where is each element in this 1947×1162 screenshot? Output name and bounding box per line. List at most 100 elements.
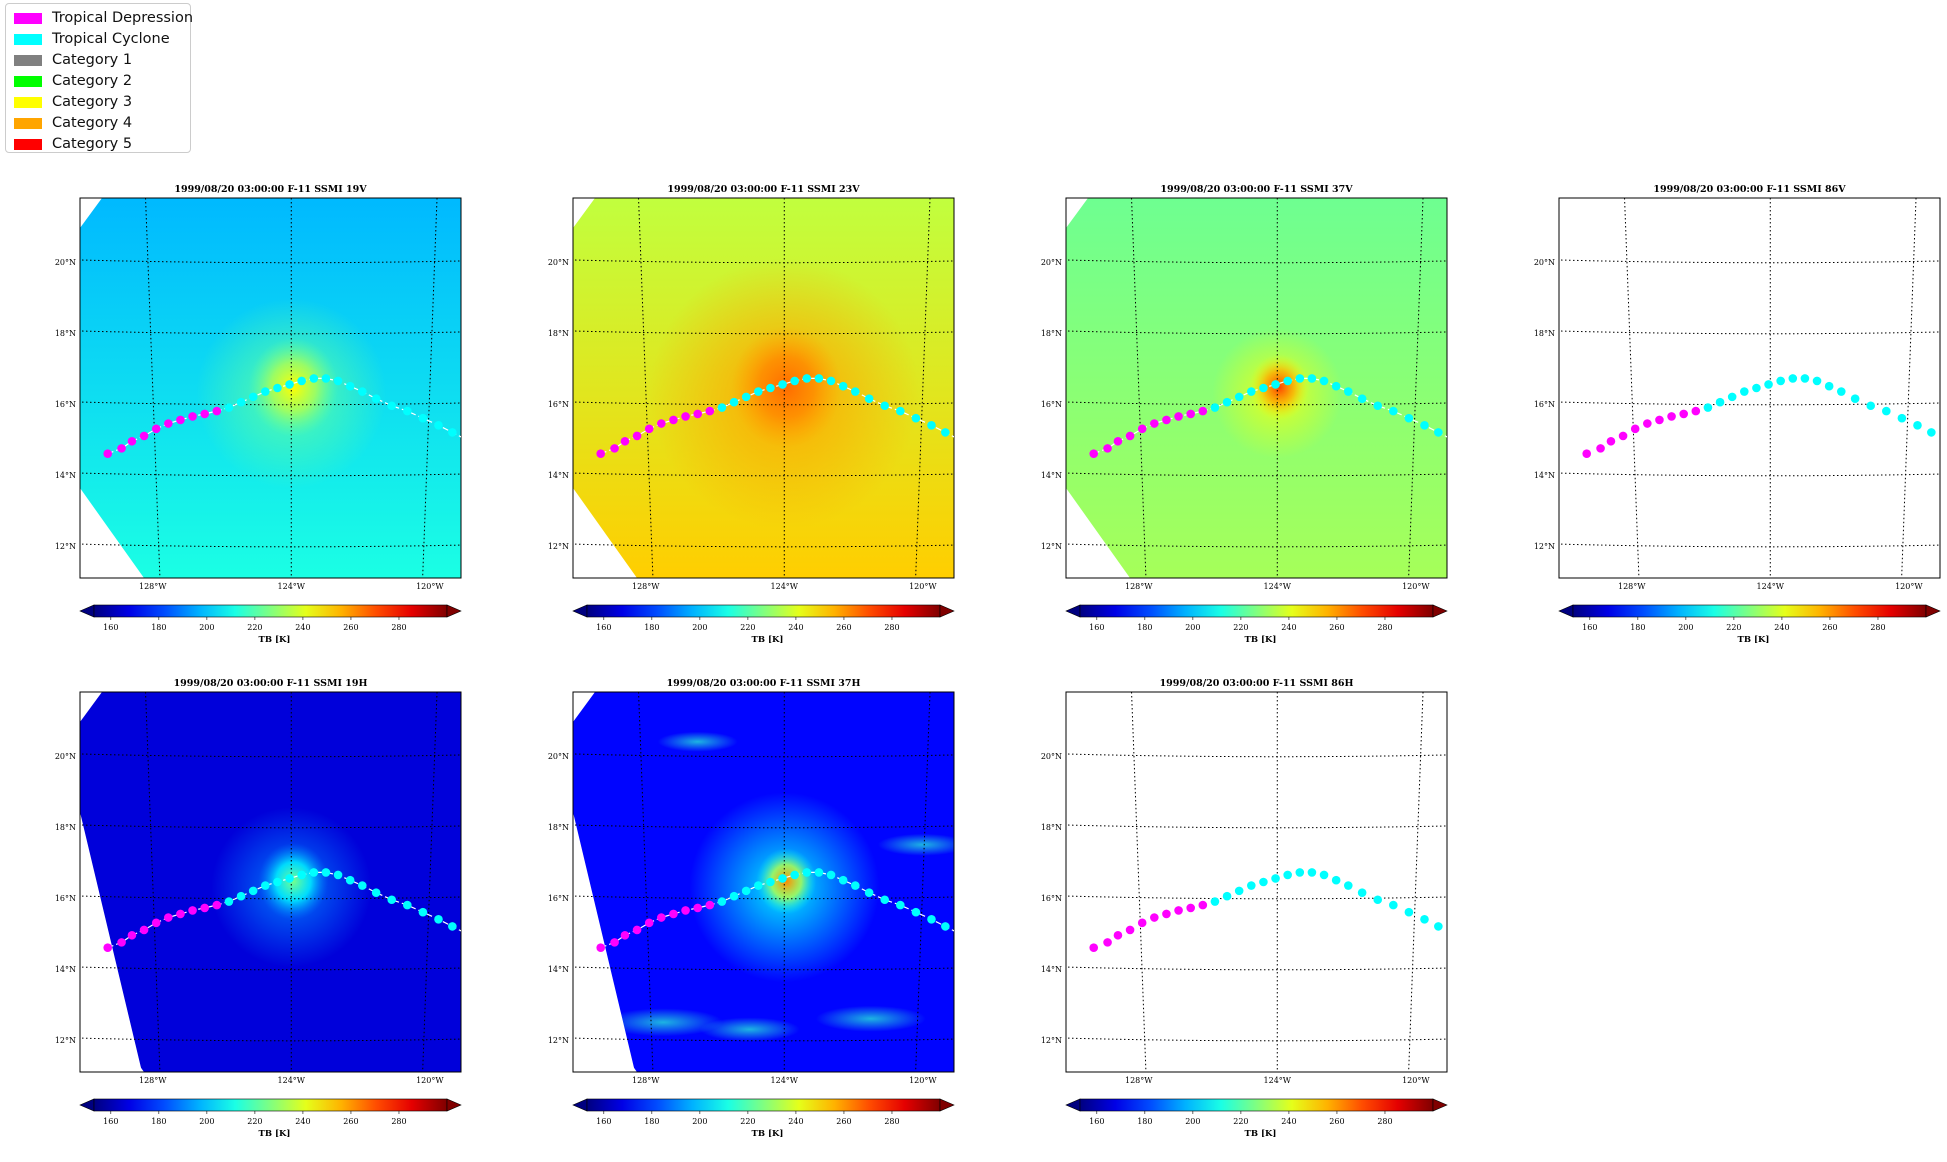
track-point	[127, 436, 137, 446]
lat-tick-label: 14°N	[1041, 471, 1062, 480]
track-point	[1295, 868, 1305, 877]
graticule	[80, 198, 461, 578]
legend-item: Tropical Cyclone	[14, 31, 170, 47]
track-point	[200, 409, 209, 419]
track-point	[1103, 444, 1112, 453]
track-point	[1162, 415, 1171, 425]
track-point	[333, 870, 343, 880]
graticule	[1066, 198, 1447, 578]
lat-tick-label: 18°N	[1534, 329, 1555, 338]
lat-tick-label: 12°N	[548, 542, 569, 551]
lon-tick-label: 124°W	[1264, 1076, 1292, 1085]
storm-track	[103, 374, 461, 459]
colorbar-tick-label: 240	[1281, 623, 1296, 632]
track-point	[164, 913, 173, 922]
track-point	[1186, 903, 1195, 913]
track-point	[1752, 383, 1761, 393]
map-chart: 1999/08/20 03:00:00 F-11 SSMI 19V 20°N 18°…	[55, 184, 462, 645]
legend-swatch	[14, 54, 42, 66]
brightness-temperature-field	[573, 692, 954, 1072]
colorbar-label: TB [K]	[1245, 635, 1277, 645]
track-point	[880, 401, 890, 411]
colorbar-tick-label: 200	[199, 1117, 214, 1126]
legend-swatch	[14, 75, 42, 87]
track-point	[1198, 406, 1208, 416]
track-point	[814, 374, 824, 383]
map-frame	[79, 197, 462, 579]
track-point	[681, 906, 690, 915]
track-point	[387, 895, 397, 905]
track-point	[1174, 906, 1183, 915]
colorbar-label: TB [K]	[752, 1129, 784, 1139]
storm-track	[596, 374, 954, 459]
track-point	[741, 392, 751, 402]
panel-86h: 1999/08/20 03:00:00 F-11 SSMI 86H 20°N 18°…	[1026, 672, 1496, 1162]
legend-swatch	[14, 138, 42, 150]
lat-tick-label: 16°N	[1041, 894, 1062, 903]
track-point	[103, 943, 113, 953]
legend-swatch	[14, 12, 42, 24]
track-point	[1882, 406, 1891, 416]
track-point	[1137, 424, 1147, 434]
colorbar-label: TB [K]	[752, 635, 784, 645]
track-point	[802, 868, 812, 877]
track-point	[669, 909, 678, 919]
track-point	[790, 870, 799, 880]
track-point	[693, 903, 702, 913]
track-point	[1259, 877, 1268, 887]
track-point	[1434, 428, 1443, 437]
colorbar	[572, 1098, 955, 1114]
storm-track	[1089, 868, 1443, 953]
chart-title: 1999/08/20 03:00:00 F-11 SSMI 23V	[667, 184, 860, 195]
track-point	[1271, 380, 1280, 389]
track-point	[1389, 900, 1398, 910]
track-point	[1343, 881, 1353, 890]
lat-tick-label: 18°N	[548, 329, 569, 338]
colorbar-tick-label: 220	[1233, 1117, 1248, 1126]
track-point	[200, 903, 209, 913]
track-point	[754, 387, 763, 396]
track-point	[1234, 392, 1244, 402]
colorbar-tick-label: 260	[1329, 623, 1344, 632]
track-point	[1606, 436, 1616, 446]
colorbar-tick-label: 200	[199, 623, 214, 632]
legend-label: Tropical Cyclone	[52, 31, 170, 47]
track-point	[620, 930, 630, 940]
colorbar-tick-label: 160	[1089, 1117, 1104, 1126]
track-point	[139, 925, 149, 935]
track-point	[941, 922, 950, 931]
track-point	[188, 412, 197, 421]
legend-item: Category 1	[14, 52, 132, 68]
track-point	[1448, 435, 1457, 444]
track-point	[273, 383, 282, 393]
colorbar-tick-label: 240	[788, 1117, 803, 1126]
track-point	[139, 431, 149, 441]
track-point	[297, 870, 306, 880]
colorbar-tick-label: 220	[247, 1117, 262, 1126]
track-point	[705, 406, 715, 416]
track-point	[596, 943, 606, 953]
lat-tick-label: 16°N	[55, 894, 76, 903]
track-point	[693, 409, 702, 419]
track-point	[434, 914, 443, 924]
track-point	[705, 900, 715, 910]
track-point	[1210, 897, 1220, 906]
track-point	[1150, 913, 1159, 922]
lon-tick-label: 120°W	[416, 582, 444, 591]
legend-item: Category 5	[14, 136, 132, 152]
track-point	[766, 877, 775, 887]
colorbar-tick-label: 160	[1089, 623, 1104, 632]
colorbar-tick-label: 260	[343, 1117, 358, 1126]
lat-tick-label: 20°N	[1534, 258, 1555, 267]
colorbar-tick-label: 280	[1377, 1117, 1392, 1126]
track-point	[1776, 376, 1785, 386]
track-point	[1295, 374, 1305, 383]
lat-tick-label: 14°N	[55, 965, 76, 974]
lat-tick-label: 14°N	[548, 965, 569, 974]
track-point	[1186, 409, 1195, 419]
track-point	[1655, 415, 1664, 425]
track-point	[1283, 376, 1292, 386]
lon-tick-label: 124°W	[771, 1076, 799, 1085]
track-point	[790, 376, 799, 386]
track-point	[1222, 397, 1232, 407]
